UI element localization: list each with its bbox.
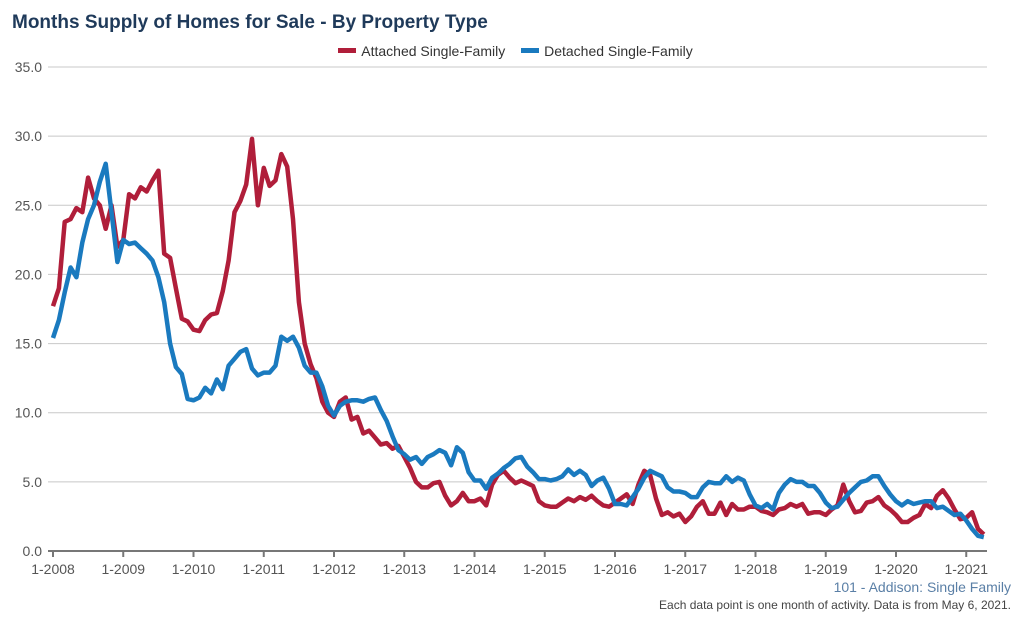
chart-title: Months Supply of Homes for Sale - By Pro… [12,12,488,33]
legend-swatch [521,48,540,53]
x-tick-label: 1-2018 [734,561,778,577]
legend-item-detached[interactable]: Detached Single-Family [521,43,693,59]
legend-label: Attached Single-Family [361,42,506,59]
x-tick-label: 1-2019 [804,561,848,577]
x-tick-label: 1-2020 [874,561,918,577]
footnote: Each data point is one month of activity… [659,598,1011,612]
legend-item-attached[interactable]: Attached Single-Family [338,43,505,59]
y-tick-label: 35.0 [15,59,42,75]
x-tick-label: 1-2017 [663,561,707,577]
x-tick-label: 1-2012 [312,561,356,577]
legend: Attached Single-Family Detached Single-F… [0,40,1031,59]
y-tick-label: 15.0 [15,336,42,352]
x-tick-label: 1-2016 [593,561,637,577]
series-line-detached [50,161,985,540]
y-tick-label: 25.0 [15,197,42,213]
y-tick-label: 20.0 [15,266,42,282]
x-tick-label: 1-2021 [944,561,988,577]
legend-label: Detached Single-Family [544,42,693,59]
source-label: 101 - Addison: Single Family [833,579,1011,595]
legend-swatch [338,48,357,53]
y-tick-label: 30.0 [15,128,42,144]
x-tick-label: 1-2011 [242,561,285,577]
y-tick-label: 5.0 [23,474,43,490]
y-tick-label: 0.0 [23,543,43,559]
y-tick-label: 10.0 [15,405,42,421]
x-tick-label: 1-2009 [101,561,145,577]
x-tick-label: 1-2013 [382,561,426,577]
series-line-attached [50,136,986,537]
x-tick-label: 1-2008 [31,561,75,577]
x-tick-label: 1-2010 [172,561,216,577]
x-tick-label: 1-2015 [523,561,567,577]
x-tick-label: 1-2014 [453,561,497,577]
